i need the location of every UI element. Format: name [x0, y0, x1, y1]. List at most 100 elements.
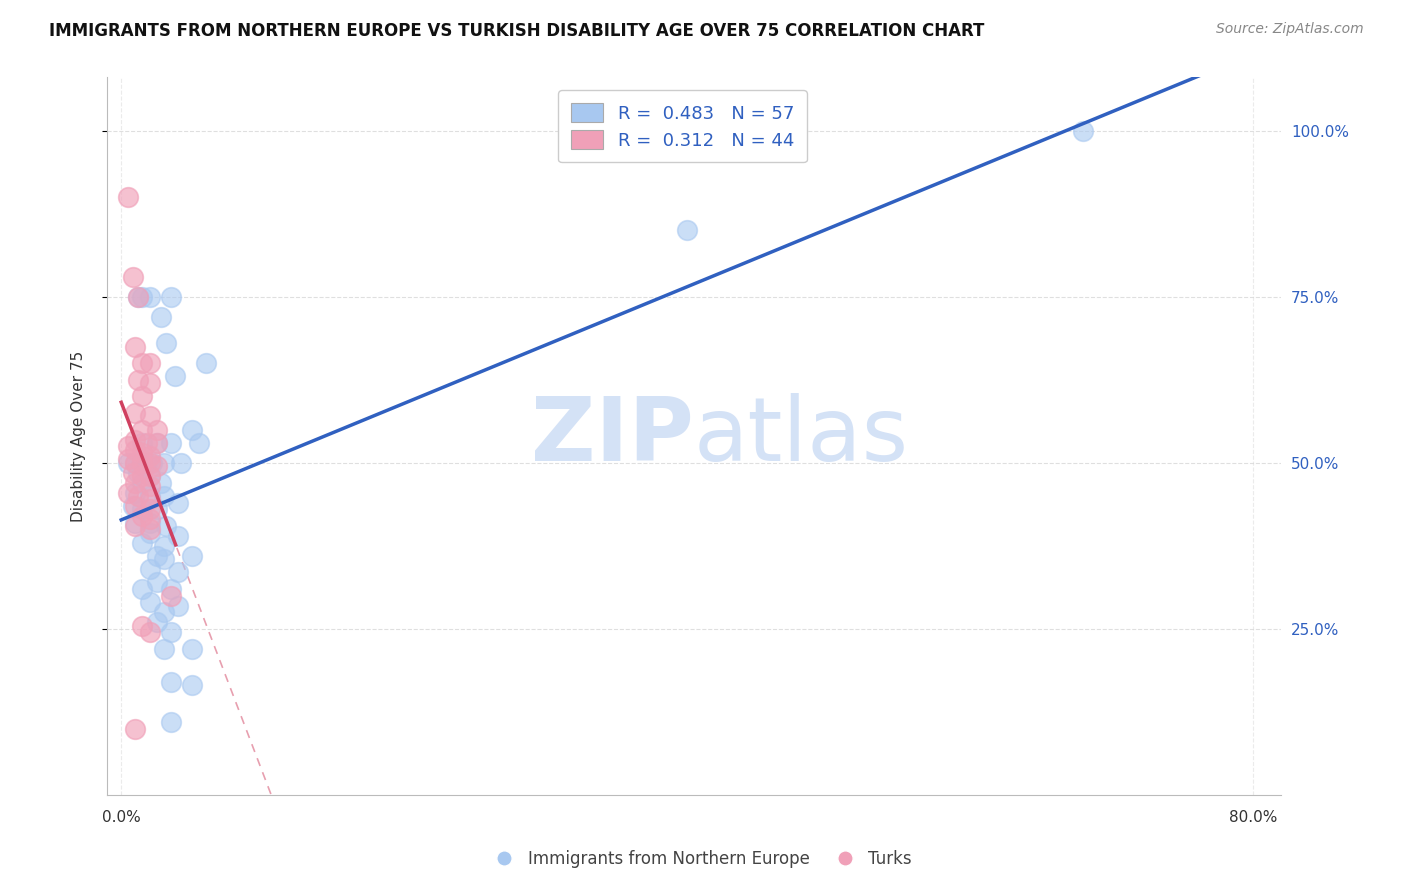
- Point: [131, 389, 153, 403]
- Point: [159, 714, 181, 729]
- Point: [169, 456, 191, 470]
- Point: [124, 485, 146, 500]
- Point: [138, 449, 160, 463]
- Point: [159, 582, 181, 596]
- Point: [131, 356, 153, 370]
- Point: [138, 479, 160, 493]
- Point: [135, 436, 157, 450]
- Point: [181, 549, 204, 563]
- Point: [138, 625, 160, 640]
- Point: [166, 599, 188, 613]
- Point: [117, 452, 139, 467]
- Point: [127, 466, 149, 480]
- Point: [159, 675, 181, 690]
- Point: [138, 456, 160, 470]
- Point: [117, 485, 139, 500]
- Point: [152, 489, 174, 503]
- Point: [131, 618, 153, 632]
- Point: [138, 290, 160, 304]
- Point: [124, 456, 146, 470]
- Point: [152, 605, 174, 619]
- Point: [152, 641, 174, 656]
- Point: [149, 475, 172, 490]
- Point: [131, 508, 153, 523]
- Point: [145, 575, 167, 590]
- Point: [141, 456, 163, 470]
- Point: [138, 525, 160, 540]
- Point: [166, 566, 188, 580]
- Point: [135, 456, 157, 470]
- Point: [131, 475, 153, 490]
- Text: IMMIGRANTS FROM NORTHERN EUROPE VS TURKISH DISABILITY AGE OVER 75 CORRELATION CH: IMMIGRANTS FROM NORTHERN EUROPE VS TURKI…: [49, 22, 984, 40]
- Point: [127, 373, 149, 387]
- Point: [166, 496, 188, 510]
- Point: [127, 489, 149, 503]
- Text: Source: ZipAtlas.com: Source: ZipAtlas.com: [1216, 22, 1364, 37]
- Point: [195, 356, 218, 370]
- Point: [131, 502, 153, 516]
- Point: [124, 475, 146, 490]
- Point: [124, 516, 146, 530]
- Point: [676, 223, 699, 237]
- Point: [159, 436, 181, 450]
- Text: 80.0%: 80.0%: [1229, 810, 1277, 824]
- Point: [121, 269, 143, 284]
- Point: [145, 549, 167, 563]
- Text: atlas: atlas: [695, 392, 910, 480]
- Point: [138, 516, 160, 530]
- Point: [138, 356, 160, 370]
- Point: [138, 469, 160, 483]
- Point: [127, 290, 149, 304]
- Point: [127, 290, 149, 304]
- Point: [124, 339, 146, 353]
- Point: [124, 433, 146, 447]
- Point: [131, 423, 153, 437]
- Point: [1071, 123, 1094, 137]
- Point: [121, 499, 143, 513]
- Text: 0.0%: 0.0%: [101, 810, 141, 824]
- Point: [152, 456, 174, 470]
- Point: [188, 436, 211, 450]
- Point: [145, 423, 167, 437]
- Point: [163, 369, 186, 384]
- Point: [181, 423, 204, 437]
- Point: [124, 499, 146, 513]
- Point: [159, 625, 181, 640]
- Text: ZIP: ZIP: [531, 392, 695, 480]
- Point: [124, 406, 146, 420]
- Point: [181, 678, 204, 692]
- Point: [131, 535, 153, 549]
- Point: [138, 522, 160, 536]
- Point: [138, 469, 160, 483]
- Point: [145, 502, 167, 516]
- Point: [138, 502, 160, 516]
- Point: [131, 446, 153, 460]
- Point: [131, 582, 153, 596]
- Point: [124, 519, 146, 533]
- Point: [121, 466, 143, 480]
- Point: [181, 641, 204, 656]
- Legend: Immigrants from Northern Europe, Turks: Immigrants from Northern Europe, Turks: [488, 844, 918, 875]
- Point: [138, 376, 160, 390]
- Point: [145, 436, 167, 450]
- Point: [124, 456, 146, 470]
- Point: [138, 562, 160, 576]
- Point: [159, 290, 181, 304]
- Point: [149, 310, 172, 324]
- Point: [152, 539, 174, 553]
- Point: [138, 492, 160, 507]
- Point: [131, 456, 153, 470]
- Point: [131, 436, 153, 450]
- Point: [159, 589, 181, 603]
- Point: [138, 595, 160, 609]
- Legend: R =  0.483   N = 57, R =  0.312   N = 44: R = 0.483 N = 57, R = 0.312 N = 44: [558, 90, 807, 162]
- Point: [145, 615, 167, 630]
- Point: [138, 512, 160, 526]
- Point: [155, 519, 177, 533]
- Point: [138, 409, 160, 424]
- Point: [131, 469, 153, 483]
- Point: [124, 442, 146, 457]
- Point: [117, 439, 139, 453]
- Point: [155, 336, 177, 351]
- Point: [166, 529, 188, 543]
